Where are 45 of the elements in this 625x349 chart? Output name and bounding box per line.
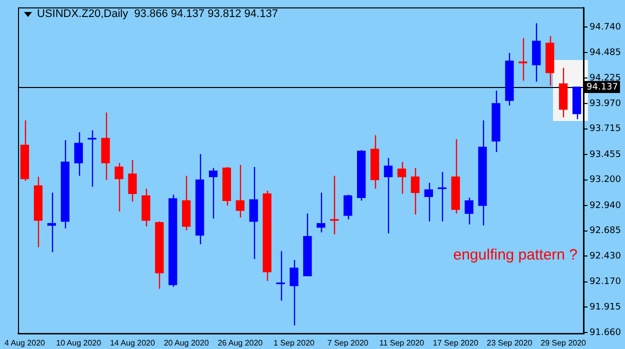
candlestick <box>330 175 339 235</box>
x-tick-label: 7 Sep 2020 <box>327 338 369 348</box>
candlestick <box>128 159 137 202</box>
x-tick-label: 17 Sep 2020 <box>432 338 479 348</box>
x-tick-label: 10 Aug 2020 <box>56 338 102 348</box>
x-tick-label: 1 Sep 2020 <box>274 338 316 348</box>
y-tick-label: 93.715 <box>590 124 622 134</box>
x-tick-label: 11 Sep 2020 <box>379 338 425 348</box>
y-tick-label: 92.685 <box>590 226 622 236</box>
candlestick <box>397 161 406 194</box>
x-tick-label: 20 Aug 2020 <box>164 338 210 348</box>
y-tick-label: 93.970 <box>590 98 622 109</box>
y-tick-label: 92.940 <box>590 200 622 211</box>
candlestick <box>316 192 326 233</box>
y-tick-label: 94.740 <box>590 22 622 33</box>
y-tick-label: 94.485 <box>590 48 622 58</box>
y-tick-label: 94.225 <box>590 74 622 84</box>
candlestick <box>424 182 433 222</box>
candlestick <box>236 164 244 218</box>
ref-line-label: 94.137 <box>586 82 618 92</box>
annotation: engulfing pattern ? <box>453 246 578 264</box>
candlestick <box>208 167 218 220</box>
x-tick-label: 29 Sep 2020 <box>540 338 587 348</box>
chart-title: USINDX.Z20,Daily 93.866 94.137 93.812 94.137 <box>37 8 278 20</box>
y-tick-label: 92.170 <box>590 277 622 288</box>
candlestick <box>344 194 352 220</box>
y-tick-label: 93.200 <box>590 175 622 186</box>
candlestick <box>74 132 83 176</box>
candlestick <box>114 162 124 212</box>
candlestick <box>410 167 420 216</box>
candlestick <box>88 130 96 188</box>
candlestick <box>290 259 298 326</box>
y-tick-label: 91.660 <box>590 328 622 338</box>
candlestick <box>276 250 285 302</box>
candlestick <box>249 166 258 260</box>
y-tick-label: 91.915 <box>590 302 622 312</box>
candlestick <box>384 157 393 234</box>
x-tick-label: 4 Aug 2020 <box>4 338 46 348</box>
candlestick <box>464 197 474 226</box>
y-tick-label: 93.455 <box>590 150 622 160</box>
y-tick-label: 92.430 <box>590 251 622 262</box>
x-tick-label: 23 Sep 2020 <box>486 338 533 348</box>
x-tick-label: 14 Aug 2020 <box>110 338 156 348</box>
candlestick <box>47 192 56 253</box>
x-tick-label: 26 Aug 2020 <box>218 338 264 348</box>
